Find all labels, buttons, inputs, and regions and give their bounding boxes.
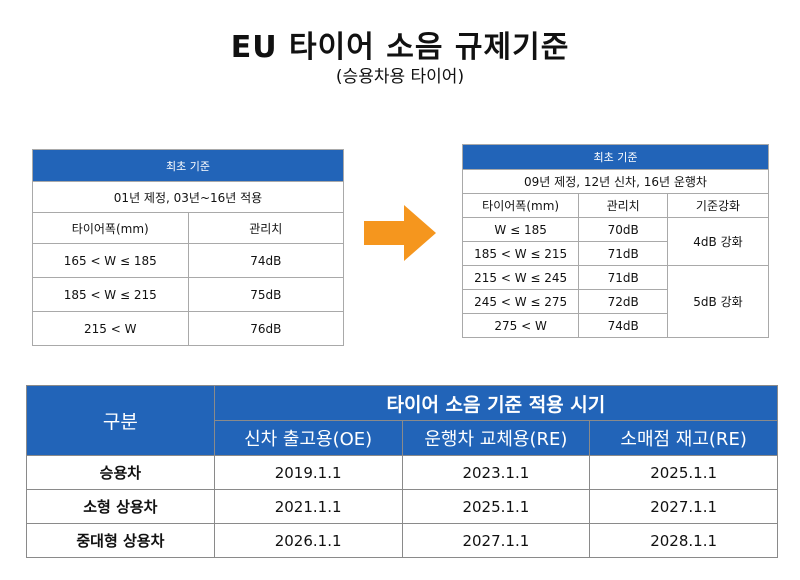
schedule-col-header: 신차 출고용(OE) (213, 420, 403, 456)
table-cell-limit: 70dB (578, 217, 668, 242)
col-header-tire-width: 타이어폭(mm) (32, 212, 189, 244)
strength-group-cell: 4dB 강화 (667, 217, 769, 266)
col-header-limit: 관리치 (578, 193, 668, 218)
table-cell-width: 215 < W ≤ 245 (461, 265, 580, 290)
schedule-corner-header: 구분 (26, 385, 215, 456)
revised-standard-header: 최초 기준 (462, 144, 769, 170)
schedule-col-header: 운행차 교체용(RE) (401, 420, 591, 456)
schedule-date-cell: 2028.1.1 (589, 523, 778, 558)
schedule-date-cell: 2021.1.1 (213, 489, 403, 524)
strength-group-cell: 5dB 강화 (667, 265, 769, 338)
table-cell-width: 165 < W ≤ 185 (32, 243, 189, 278)
schedule-date-cell: 2025.1.1 (401, 489, 591, 524)
schedule-table: 구분 타이어 소음 기준 적용 시기 신차 출고용(OE) 운행차 교체용(RE… (26, 385, 779, 558)
schedule-col-header: 소매점 재고(RE) (589, 420, 778, 456)
table-cell-width: 215 < W (32, 311, 189, 346)
schedule-row-label: 승용차 (26, 455, 215, 490)
schedule-row-label: 소형 상용차 (26, 489, 215, 524)
col-header-tire-width: 타이어폭(mm) (461, 193, 580, 218)
right-arrow-icon (364, 205, 436, 261)
schedule-date-cell: 2027.1.1 (589, 489, 778, 524)
table-cell-limit: 71dB (578, 241, 668, 266)
schedule-date-cell: 2027.1.1 (401, 523, 591, 558)
table-cell-width: 245 < W ≤ 275 (461, 289, 580, 314)
table-cell-limit: 71dB (578, 265, 668, 290)
schedule-title-header: 타이어 소음 기준 적용 시기 (213, 385, 779, 421)
schedule-date-cell: 2023.1.1 (401, 455, 591, 490)
schedule-date-cell: 2026.1.1 (213, 523, 403, 558)
table-cell-width: 185 < W ≤ 215 (461, 241, 580, 266)
schedule-date-cell: 2019.1.1 (213, 455, 403, 490)
table-cell-limit: 75dB (187, 277, 344, 312)
page-title: EU 타이어 소음 규제기준 (230, 30, 570, 65)
table-cell-width: W ≤ 185 (461, 217, 580, 242)
table-cell-limit: 72dB (578, 289, 668, 314)
table-cell-limit: 74dB (187, 243, 344, 278)
col-header-strength: 기준강화 (667, 193, 769, 218)
table-cell-limit: 76dB (187, 311, 344, 346)
initial-standard-subheader: 01년 제정, 03년~16년 적용 (32, 181, 344, 213)
col-header-limit: 관리치 (187, 212, 344, 244)
schedule-row-label: 중대형 상용차 (26, 523, 215, 558)
revised-standard-table: 최초 기준 09년 제정, 12년 신차, 16년 운행차 타이어폭(mm) 관… (461, 144, 769, 338)
table-cell-limit: 74dB (578, 313, 668, 338)
page-subtitle: (승용차용 타이어) (335, 67, 465, 87)
table-cell-width: 185 < W ≤ 215 (32, 277, 189, 312)
initial-standard-table: 최초 기준 01년 제정, 03년~16년 적용 타이어폭(mm) 관리치 16… (32, 149, 344, 346)
revised-standard-subheader: 09년 제정, 12년 신차, 16년 운행차 (462, 169, 769, 194)
initial-standard-header: 최초 기준 (32, 149, 344, 182)
table-cell-width: 275 < W (461, 313, 580, 338)
schedule-date-cell: 2025.1.1 (589, 455, 778, 490)
